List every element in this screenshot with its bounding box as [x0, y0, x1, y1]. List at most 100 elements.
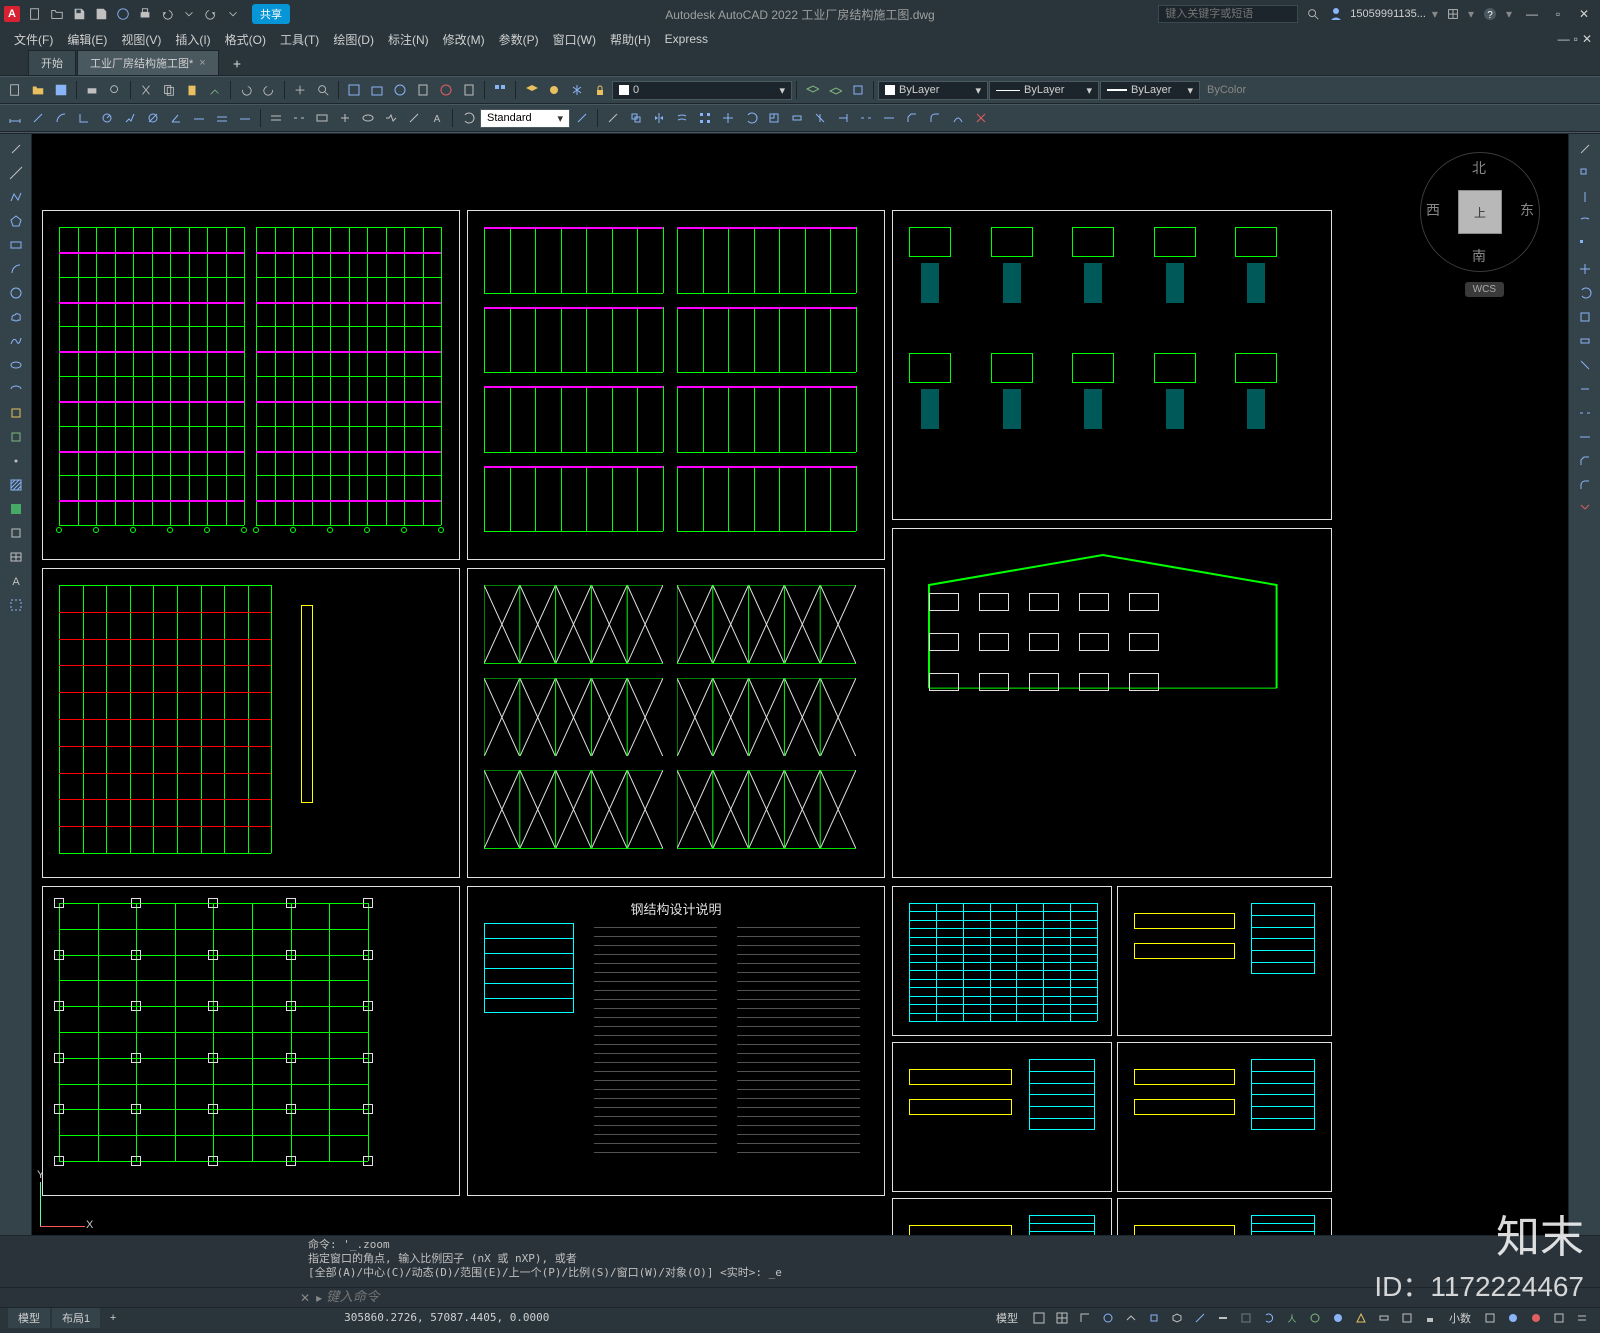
dim-quick-icon[interactable] [188, 107, 210, 129]
menu-modify[interactable]: 修改(M) [437, 29, 491, 50]
mod-array-icon[interactable] [694, 107, 716, 129]
menu-parametric[interactable]: 参数(P) [493, 29, 545, 50]
menu-format[interactable]: 格式(O) [219, 29, 272, 50]
lineweight-dropdown[interactable]: ByLayer ▾ [1100, 81, 1200, 100]
menu-tools[interactable]: 工具(T) [274, 29, 325, 50]
rtool-move-icon[interactable] [1574, 258, 1596, 280]
status-cycling-icon[interactable] [1259, 1310, 1279, 1326]
menu-express[interactable]: Express [659, 30, 714, 48]
user-label[interactable]: 15059991135... [1350, 8, 1426, 20]
rtool-fillet-icon[interactable] [1574, 474, 1596, 496]
rtool-stretch-icon[interactable] [1574, 330, 1596, 352]
app-dropdown-icon[interactable]: ▾ [1468, 7, 1474, 21]
save-icon[interactable] [70, 5, 88, 23]
tool-polygon-icon[interactable] [4, 210, 28, 232]
rtool-copy-icon[interactable] [1574, 162, 1596, 184]
tool-xline-icon[interactable] [4, 162, 28, 184]
tool-insert-icon[interactable] [4, 402, 28, 424]
tb-prop-icon[interactable] [489, 79, 511, 101]
menu-window[interactable]: 窗口(W) [547, 29, 602, 50]
tool-region-icon[interactable] [4, 522, 28, 544]
tb-new-icon[interactable] [4, 79, 26, 101]
status-custom-icon[interactable] [1572, 1310, 1592, 1326]
rtool-scale-icon[interactable] [1574, 306, 1596, 328]
dim-center-icon[interactable] [334, 107, 356, 129]
user-icon[interactable] [1328, 6, 1344, 22]
tb-copy-icon[interactable] [158, 79, 180, 101]
mdi-close[interactable]: ✕ [1582, 32, 1592, 46]
tool-mtext-icon[interactable]: A [4, 570, 28, 592]
status-tab-layout1[interactable]: 布局1 [52, 1308, 100, 1328]
tool-line-icon[interactable] [4, 138, 28, 160]
mod-break-icon[interactable] [855, 107, 877, 129]
dim-ordinate-icon[interactable] [73, 107, 95, 129]
status-transparency-icon[interactable] [1236, 1310, 1256, 1326]
tool-circle-icon[interactable] [4, 282, 28, 304]
status-3dosnap-icon[interactable] [1167, 1310, 1187, 1326]
mdi-minimize[interactable]: — [1558, 32, 1570, 46]
new-icon[interactable] [26, 5, 44, 23]
status-model-label[interactable]: 模型 [988, 1310, 1026, 1326]
status-tab-add-icon[interactable]: + [102, 1307, 124, 1329]
tb-layer-lock-icon[interactable] [589, 79, 611, 101]
tool-pline-icon[interactable] [4, 186, 28, 208]
search-input[interactable] [1158, 5, 1298, 23]
rtool-erase-icon[interactable] [1574, 138, 1596, 160]
mod-copy-icon[interactable] [625, 107, 647, 129]
command-input[interactable] [326, 1290, 1594, 1305]
tb-layer-mgr-icon[interactable] [520, 79, 542, 101]
tb-layer-match-icon[interactable] [847, 79, 869, 101]
undo-icon[interactable] [158, 5, 176, 23]
web-icon[interactable] [114, 5, 132, 23]
mod-trim-icon[interactable] [809, 107, 831, 129]
dim-jogged-icon[interactable] [119, 107, 141, 129]
dimstyle-dropdown[interactable]: Standard ▾ [480, 109, 570, 128]
tb-markup-icon[interactable] [435, 79, 457, 101]
dim-arc-icon[interactable] [50, 107, 72, 129]
tool-ellipse-icon[interactable] [4, 354, 28, 376]
dim-break-icon[interactable] [288, 107, 310, 129]
tb-paste-icon[interactable] [181, 79, 203, 101]
menu-edit[interactable]: 编辑(E) [61, 29, 113, 50]
status-lockui-icon[interactable] [1420, 1310, 1440, 1326]
rtool-rotate-icon[interactable] [1574, 282, 1596, 304]
rtool-array-icon[interactable] [1574, 234, 1596, 256]
status-units-icon[interactable] [1374, 1310, 1394, 1326]
status-lwt-icon[interactable] [1213, 1310, 1233, 1326]
tb-undo-icon[interactable] [235, 79, 257, 101]
drawing-canvas[interactable]: 上 北 南 西 东 WCS YX 钢结构设计说明 [32, 134, 1568, 1235]
tool-arc-icon[interactable] [4, 258, 28, 280]
tab-file[interactable]: 工业厂房结构施工图*× [77, 50, 219, 75]
tab-start[interactable]: 开始 [28, 50, 76, 75]
user-dropdown-icon[interactable]: ▾ [1432, 7, 1438, 21]
tool-ellipsearc-icon[interactable] [4, 378, 28, 400]
mod-mirror-icon[interactable] [648, 107, 670, 129]
mod-explode-icon[interactable] [970, 107, 992, 129]
tb-xref-icon[interactable] [366, 79, 388, 101]
status-osnap-icon[interactable] [1144, 1310, 1164, 1326]
status-annoscale-icon[interactable]: 人 [1282, 1310, 1302, 1326]
mod-extend-icon[interactable] [832, 107, 854, 129]
status-max-icon[interactable] [1480, 1310, 1500, 1326]
rtool-chamfer-icon[interactable] [1574, 450, 1596, 472]
tool-hatch-icon[interactable] [4, 474, 28, 496]
tab-close-icon[interactable]: × [199, 57, 205, 69]
dim-tolerance-icon[interactable] [311, 107, 333, 129]
share-button[interactable]: 共享 [252, 4, 290, 24]
mod-erase-icon[interactable] [602, 107, 624, 129]
status-annomonitor-icon[interactable] [1351, 1310, 1371, 1326]
tb-layer-state-icon[interactable] [801, 79, 823, 101]
mdi-restore[interactable]: ▫ [1574, 32, 1578, 46]
maximize-button[interactable]: ▫ [1546, 4, 1570, 24]
viewcube-north[interactable]: 北 [1472, 158, 1486, 178]
menu-file[interactable]: 文件(F) [8, 29, 59, 50]
tb-redo-icon[interactable] [258, 79, 280, 101]
tb-save-icon[interactable] [50, 79, 72, 101]
status-clean-icon[interactable] [1549, 1310, 1569, 1326]
status-tab-model[interactable]: 模型 [8, 1308, 50, 1328]
status-snap-icon[interactable] [1052, 1310, 1072, 1326]
app-logo[interactable]: A [4, 6, 20, 22]
status-otrack-icon[interactable] [1190, 1310, 1210, 1326]
dim-style-icon[interactable] [571, 107, 593, 129]
mod-offset-icon[interactable] [671, 107, 693, 129]
